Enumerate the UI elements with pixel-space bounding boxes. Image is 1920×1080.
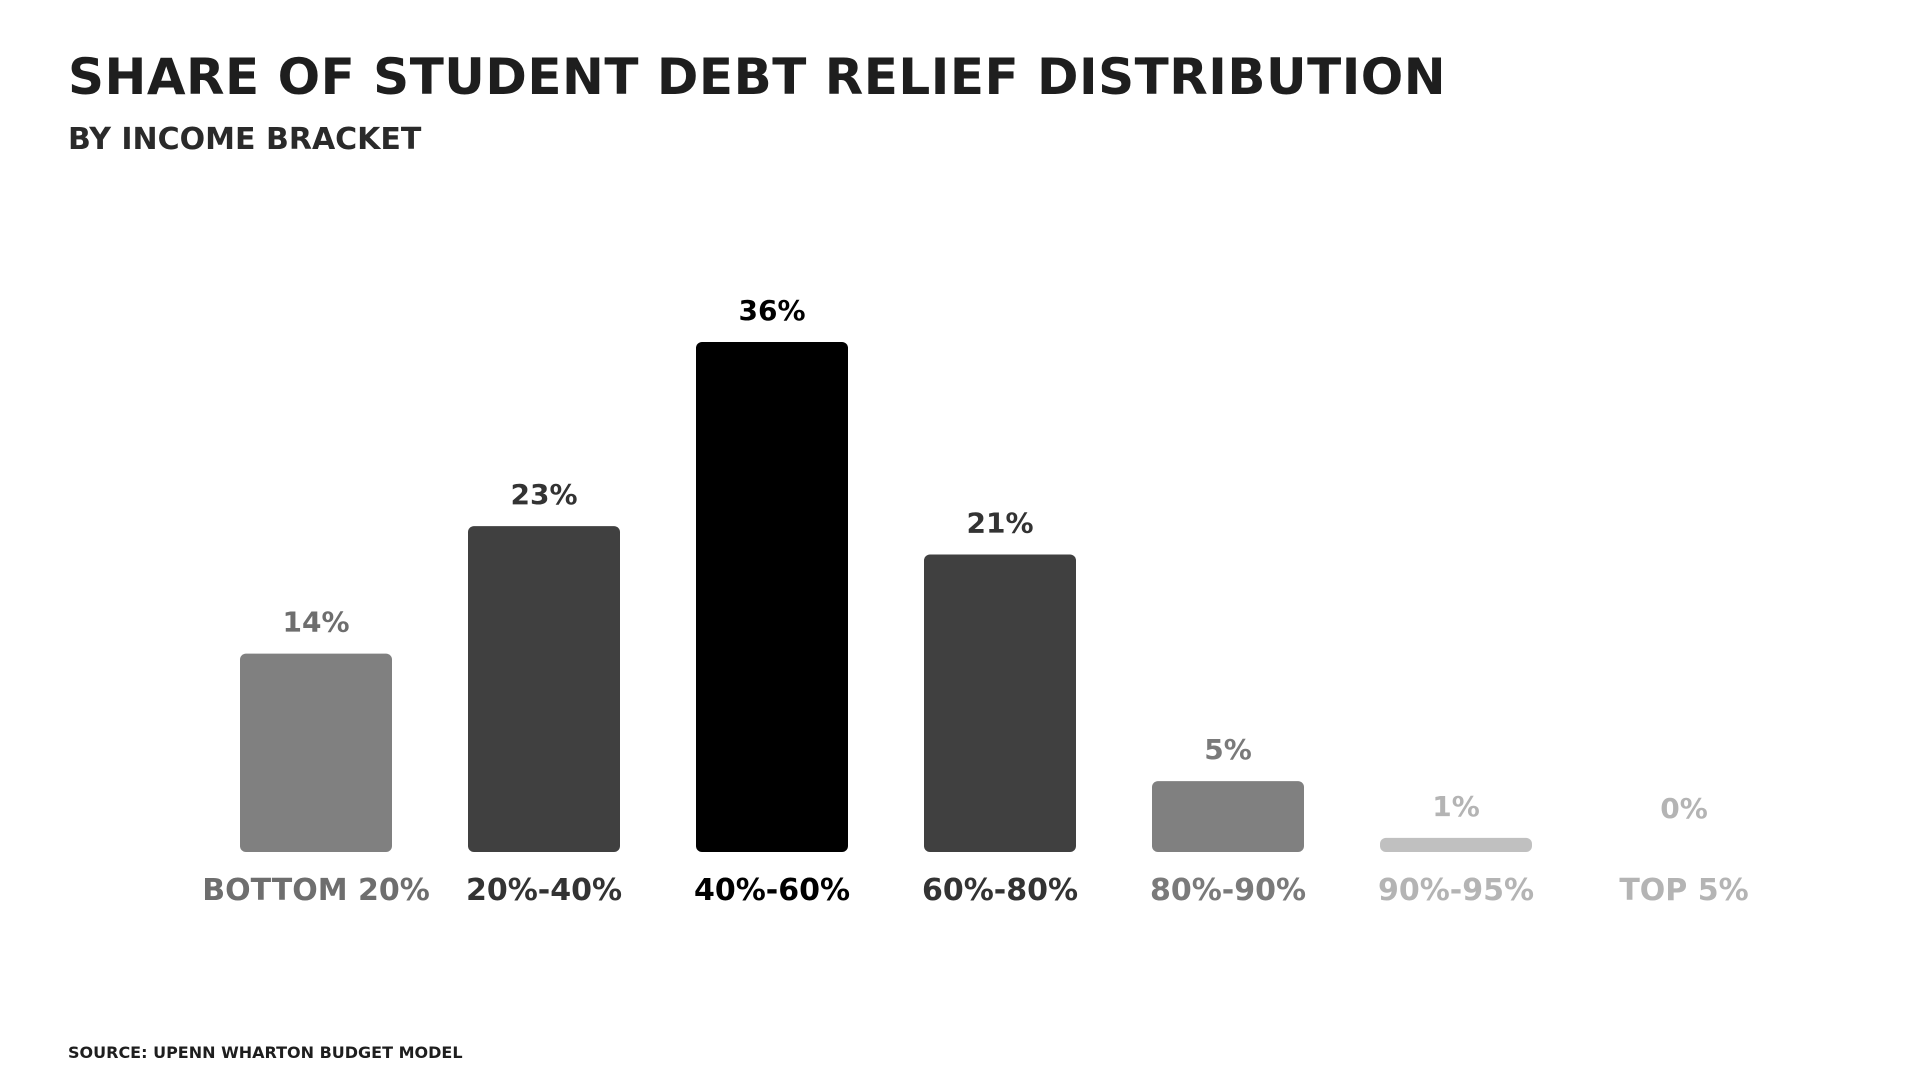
bar-1 xyxy=(468,526,620,852)
bar-4 xyxy=(1152,781,1304,852)
value-label-4: 5% xyxy=(1204,733,1252,766)
bar-5 xyxy=(1380,837,1532,852)
bar-3 xyxy=(924,554,1076,852)
bar-chart: 14% BOTTOM 20% 23% 20%-40% 36% 40%-60% 21% 60%-… xyxy=(202,294,1748,908)
value-label-3: 21% xyxy=(966,507,1033,540)
category-label-4: 80%-90% xyxy=(1150,873,1306,908)
bar-2 xyxy=(696,342,848,852)
value-label-0: 14% xyxy=(282,606,349,639)
value-label-6: 0% xyxy=(1660,792,1708,825)
value-label-5: 1% xyxy=(1432,790,1480,823)
category-label-6: TOP 5% xyxy=(1619,873,1748,908)
value-label-1: 23% xyxy=(510,478,577,511)
category-label-1: 20%-40% xyxy=(466,873,622,908)
bar-0 xyxy=(240,653,392,852)
chart-subtitle: BY INCOME BRACKET xyxy=(68,122,422,157)
category-label-3: 60%-80% xyxy=(922,873,1078,908)
category-label-5: 90%-95% xyxy=(1378,873,1534,908)
value-label-2: 36% xyxy=(738,294,805,327)
chart-title: SHARE OF STUDENT DEBT RELIEF DISTRIBUTIO… xyxy=(68,48,1447,106)
source-note: SOURCE: UPENN WHARTON BUDGET MODEL xyxy=(68,1043,463,1062)
category-label-0: BOTTOM 20% xyxy=(202,873,430,908)
category-label-2: 40%-60% xyxy=(694,873,850,908)
